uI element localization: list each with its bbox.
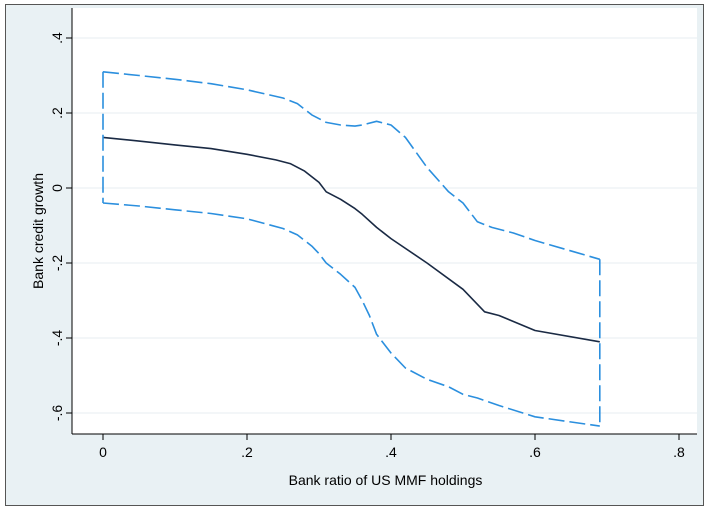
x-tick-label: .4 [385,444,397,460]
y-tick-label: 0 [49,184,65,192]
chart-svg: -.6 -.4 -.2 0 .2 .4 0 .2 .4 .6 .8 Bank ratio of US… [30,8,697,488]
axes [66,8,697,440]
x-tick-label: 0 [99,444,107,460]
x-tick-label: .8 [673,444,685,460]
chart-frame: -.6 -.4 -.2 0 .2 .4 0 .2 .4 .6 .8 Bank ratio of US… [5,4,704,506]
estimate-line [102,136,600,343]
plot-area [72,8,697,434]
gridlines [72,37,697,414]
tick-labels: -.6 -.4 -.2 0 .2 .4 0 .2 .4 .6 .8 [49,32,685,460]
y-tick-label: .4 [49,32,65,44]
y-tick-label: .2 [49,107,65,119]
y-tick-label: -.4 [49,330,65,347]
y-tick-label: -.6 [49,405,65,422]
x-axis-title: Bank ratio of US MMF holdings [289,472,483,488]
lower-band-line [102,202,600,427]
x-tick-label: .2 [241,444,253,460]
x-tick-label: .6 [529,444,541,460]
series-lines [102,71,601,427]
y-axis-title: Bank credit growth [30,173,46,289]
y-tick-label: -.2 [49,255,65,272]
upper-band-line [102,71,601,261]
